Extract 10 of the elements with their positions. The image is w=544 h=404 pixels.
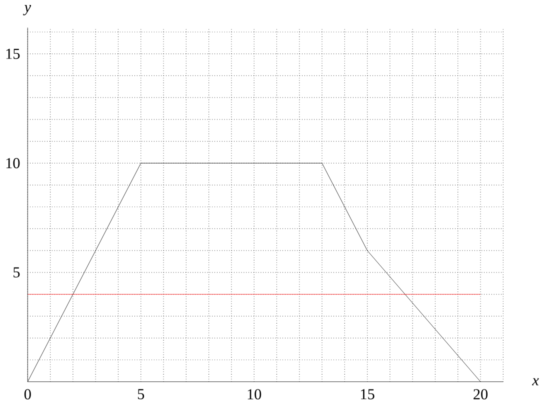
y-tick-label: 5	[14, 267, 20, 278]
x-tick-label: 0	[24, 388, 31, 400]
y-tick-label: 10	[6, 158, 20, 168]
x-axis-title: x	[532, 378, 539, 385]
x-tick-label: 10	[248, 388, 262, 400]
y-axis-title: y	[23, 4, 32, 16]
y-tick-label: 15	[6, 48, 20, 59]
x-tick-label: 5	[138, 388, 144, 400]
x-tick-label: 20	[474, 388, 488, 400]
x-tick-label: 15	[361, 388, 374, 400]
